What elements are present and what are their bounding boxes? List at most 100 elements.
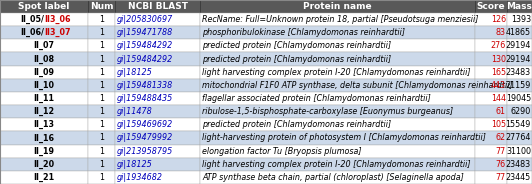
Text: 31100: 31100 [506,147,531,156]
Text: II_12: II_12 [34,107,55,116]
Text: 105: 105 [491,120,506,129]
Bar [88,26,115,39]
Text: 6290: 6290 [511,107,531,116]
Text: 27764: 27764 [505,133,531,142]
Bar [200,13,475,26]
Text: 1: 1 [99,81,104,90]
Text: 1393: 1393 [511,15,531,24]
Text: 62: 62 [496,133,506,142]
Text: II_20: II_20 [34,160,55,169]
Text: gi|159481338: gi|159481338 [117,81,173,90]
Text: 276: 276 [491,41,506,50]
Text: II_08: II_08 [34,54,55,64]
Text: II_19: II_19 [34,146,54,156]
Text: gi|1934682: gi|1934682 [117,173,163,182]
Bar [0,131,88,145]
Bar [475,92,507,105]
Text: 126: 126 [491,15,506,24]
Text: elongation factor Tu [Bryopsis plumosa]: elongation factor Tu [Bryopsis plumosa] [202,147,362,156]
Bar [507,131,532,145]
Text: 61: 61 [496,107,506,116]
Bar [115,145,200,158]
Text: 41865: 41865 [506,28,531,37]
Bar [88,39,115,52]
Text: gi|18125: gi|18125 [117,68,153,77]
Bar [88,158,115,171]
Bar [475,145,507,158]
Text: 443: 443 [491,81,506,90]
Bar [115,158,200,171]
Bar [0,66,88,79]
Bar [200,92,475,105]
Bar [115,105,200,118]
Bar [200,0,475,13]
Text: gi|11478: gi|11478 [117,107,153,116]
Text: II_13: II_13 [34,120,54,129]
Text: gi|159484292: gi|159484292 [117,41,173,50]
Bar [475,52,507,66]
Bar [475,118,507,131]
Bar [200,171,475,184]
Text: 77: 77 [496,173,506,182]
Text: 1: 1 [99,54,104,63]
Bar [507,171,532,184]
Bar [115,92,200,105]
Bar [200,52,475,66]
Text: 29194: 29194 [505,54,531,63]
Bar [475,26,507,39]
Bar [115,0,200,13]
Text: light harvesting complex protein I-20 [Chlamydomonas reinhardtii]: light harvesting complex protein I-20 [C… [202,160,470,169]
Text: gi|159479992: gi|159479992 [117,133,173,142]
Text: II3_06: II3_06 [44,15,71,24]
Bar [88,66,115,79]
Text: light harvesting complex protein I-20 [Chlamydomonas reinhardtii]: light harvesting complex protein I-20 [C… [202,68,470,77]
Text: II_21: II_21 [34,173,55,182]
Bar [88,0,115,13]
Text: II_06/: II_06/ [20,28,44,37]
Text: Num: Num [90,2,113,11]
Text: 23483: 23483 [506,68,531,77]
Bar [200,66,475,79]
Text: predicted protein [Chlamydomonas reinhardtii]: predicted protein [Chlamydomonas reinhar… [202,41,391,50]
Bar [115,66,200,79]
Bar [475,39,507,52]
Text: 144: 144 [491,94,506,103]
Text: gi|159488435: gi|159488435 [117,94,173,103]
Bar [507,52,532,66]
Bar [115,52,200,66]
Bar [507,118,532,131]
Text: Spot label: Spot label [18,2,70,11]
Bar [0,39,88,52]
Bar [115,79,200,92]
Bar [88,145,115,158]
Text: 130: 130 [491,54,506,63]
Text: 1: 1 [99,28,104,37]
Bar [200,105,475,118]
Bar [115,39,200,52]
Bar [507,79,532,92]
Bar [507,0,532,13]
Bar [475,79,507,92]
Text: predicted protein [Chlamydomonas reinhardtii]: predicted protein [Chlamydomonas reinhar… [202,54,391,63]
Text: 1: 1 [99,94,104,103]
Bar [507,26,532,39]
Bar [88,118,115,131]
Bar [115,118,200,131]
Text: 29194: 29194 [505,41,531,50]
Bar [0,13,88,26]
Text: 1: 1 [99,147,104,156]
Bar [115,131,200,145]
Text: 15549: 15549 [505,120,531,129]
Text: II_11: II_11 [34,94,54,103]
Text: II3_07: II3_07 [44,28,71,37]
Text: gi|159484292: gi|159484292 [117,54,173,63]
Bar [475,105,507,118]
Text: Protein name: Protein name [303,2,372,11]
Bar [475,158,507,171]
Text: II_05/: II_05/ [20,15,44,24]
Bar [507,158,532,171]
Text: gi|18125: gi|18125 [117,160,153,169]
Bar [0,118,88,131]
Bar [507,92,532,105]
Bar [507,39,532,52]
